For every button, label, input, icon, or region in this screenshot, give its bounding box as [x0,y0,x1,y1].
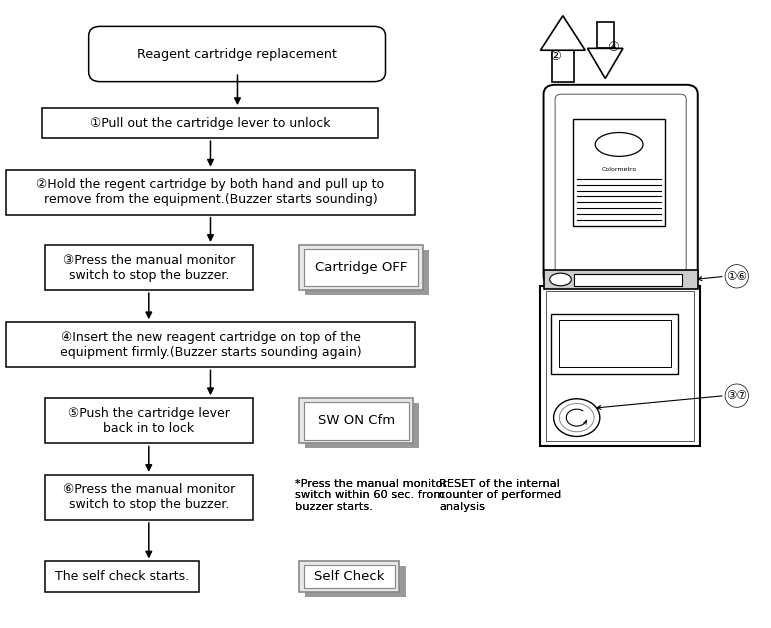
FancyBboxPatch shape [45,561,199,592]
Text: Reagent cartridge replacement: Reagent cartridge replacement [137,48,337,60]
Text: ④: ④ [607,41,619,53]
FancyBboxPatch shape [546,291,694,441]
FancyBboxPatch shape [45,245,253,290]
Text: ⑤Push the cartridge lever
back in to lock: ⑤Push the cartridge lever back in to loc… [68,407,230,435]
FancyBboxPatch shape [6,170,415,215]
Text: RESET of the internal
counter of performed
analysis: RESET of the internal counter of perform… [439,479,562,512]
Polygon shape [588,48,623,78]
FancyBboxPatch shape [299,561,399,592]
FancyBboxPatch shape [89,26,386,82]
Text: *Press the manual monitor
switch within 60 sec. from
buzzer starts.: *Press the manual monitor switch within … [295,479,448,512]
Text: Cartridge OFF: Cartridge OFF [315,261,407,274]
FancyBboxPatch shape [304,249,418,286]
FancyBboxPatch shape [544,85,698,286]
FancyBboxPatch shape [551,314,678,374]
Text: ④Insert the new reagent cartridge on top of the
equipment firmly.(Buzzer starts : ④Insert the new reagent cartridge on top… [59,331,362,359]
FancyBboxPatch shape [597,22,614,48]
FancyBboxPatch shape [304,565,395,588]
Text: RESET of the internal
counter of performed
analysis: RESET of the internal counter of perform… [439,479,562,512]
FancyBboxPatch shape [555,94,686,276]
Circle shape [559,403,594,432]
Ellipse shape [595,133,643,156]
FancyBboxPatch shape [559,320,671,367]
Text: SW ON Cfm: SW ON Cfm [318,414,395,427]
Text: The self check starts.: The self check starts. [55,570,189,583]
FancyBboxPatch shape [540,286,700,446]
Text: ③Press the manual monitor
switch to stop the buzzer.: ③Press the manual monitor switch to stop… [62,254,235,281]
FancyBboxPatch shape [305,403,419,448]
FancyBboxPatch shape [552,50,574,82]
Text: *Press the manual monitor
switch within 60 sec. from
buzzer starts.: *Press the manual monitor switch within … [295,479,448,512]
Text: Self Check: Self Check [314,570,385,583]
FancyBboxPatch shape [45,398,253,443]
Text: ③⑦: ③⑦ [726,389,747,402]
Text: ①⑥: ①⑥ [726,270,747,283]
FancyBboxPatch shape [42,108,378,138]
FancyBboxPatch shape [299,398,413,443]
Circle shape [554,399,600,436]
FancyBboxPatch shape [305,250,429,295]
Text: ②: ② [549,50,561,63]
Text: ⑥Press the manual monitor
switch to stop the buzzer.: ⑥Press the manual monitor switch to stop… [62,484,235,511]
Polygon shape [540,16,585,50]
FancyBboxPatch shape [304,402,409,440]
FancyBboxPatch shape [299,245,423,290]
FancyBboxPatch shape [544,270,698,289]
FancyBboxPatch shape [305,566,406,597]
Text: Colormetro: Colormetro [601,167,637,172]
FancyBboxPatch shape [574,274,682,286]
FancyBboxPatch shape [45,475,253,520]
FancyBboxPatch shape [573,119,665,226]
FancyBboxPatch shape [6,322,415,367]
Text: ①Pull out the cartridge lever to unlock: ①Pull out the cartridge lever to unlock [90,117,330,129]
Ellipse shape [550,273,571,286]
Text: ②Hold the regent cartridge by both hand and pull up to
remove from the equipment: ②Hold the regent cartridge by both hand … [36,178,385,206]
